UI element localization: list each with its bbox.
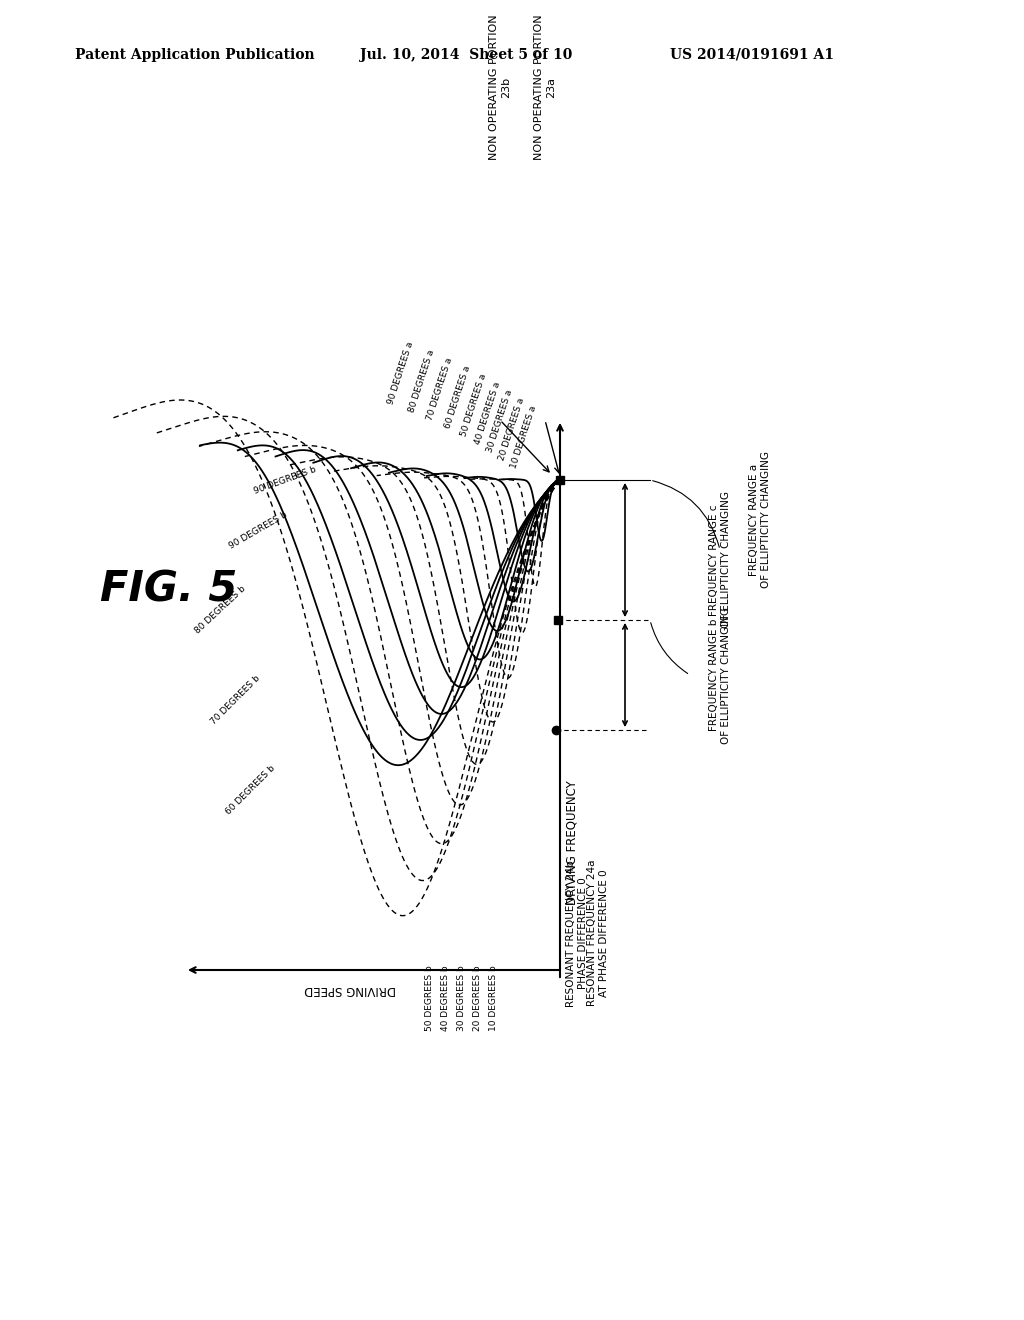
Text: 80 DEGREES a: 80 DEGREES a	[408, 348, 436, 414]
Text: 50 DEGREES a: 50 DEGREES a	[459, 374, 488, 438]
Text: 70 DEGREES a: 70 DEGREES a	[425, 356, 454, 422]
Text: 10 DEGREES b: 10 DEGREES b	[488, 965, 498, 1031]
Text: FREQUENCY RANGE c
OF ELLIPTICITY CHANGING: FREQUENCY RANGE c OF ELLIPTICITY CHANGIN…	[710, 491, 731, 628]
Text: 40 DEGREES b: 40 DEGREES b	[441, 965, 451, 1031]
Text: FREQUENCY RANGE a
OF ELLIPTICITY CHANGING: FREQUENCY RANGE a OF ELLIPTICITY CHANGIN…	[750, 451, 771, 589]
Text: 40 DEGREES a: 40 DEGREES a	[473, 381, 502, 446]
Text: 90 DEGREES a: 90 DEGREES a	[386, 341, 415, 407]
Text: Patent Application Publication: Patent Application Publication	[75, 48, 314, 62]
Text: 60 DEGREES b: 60 DEGREES b	[223, 763, 276, 817]
Text: 90 DEGREES b: 90 DEGREES b	[227, 510, 289, 550]
Text: US 2014/0191691 A1: US 2014/0191691 A1	[670, 48, 834, 62]
Text: 70 DEGREES b: 70 DEGREES b	[209, 673, 261, 726]
Text: 30 DEGREES a: 30 DEGREES a	[485, 389, 514, 454]
Text: RESONANT FREQUENCY 24a
AT PHASE DIFFERENCE 0: RESONANT FREQUENCY 24a AT PHASE DIFFEREN…	[587, 861, 609, 1006]
Text: DRIVING FREQUENCY: DRIVING FREQUENCY	[565, 780, 579, 904]
Text: FREQUENCY RANGE b
OF ELLIPTICITY CHANGING: FREQUENCY RANGE b OF ELLIPTICITY CHANGIN…	[710, 606, 731, 743]
Text: Jul. 10, 2014  Sheet 5 of 10: Jul. 10, 2014 Sheet 5 of 10	[360, 48, 572, 62]
Text: 90 DEGREES b: 90 DEGREES b	[253, 465, 317, 495]
Text: FIG. 5: FIG. 5	[100, 569, 238, 611]
Text: 30 DEGREES b: 30 DEGREES b	[458, 965, 467, 1031]
Text: DRIVING SPEED: DRIVING SPEED	[304, 983, 396, 997]
Text: 20 DEGREES a: 20 DEGREES a	[498, 397, 526, 462]
Text: 50 DEGREES b: 50 DEGREES b	[426, 965, 434, 1031]
Text: 60 DEGREES a: 60 DEGREES a	[443, 364, 472, 430]
Text: 10 DEGREES a: 10 DEGREES a	[509, 405, 538, 470]
Text: RESONANT FREQUENCY 24b
PHASE DIFFERENCE 0: RESONANT FREQUENCY 24b PHASE DIFFERENCE …	[566, 861, 588, 1007]
Text: NON OPERATING PORTION
23a: NON OPERATING PORTION 23a	[535, 15, 556, 160]
Text: 20 DEGREES b: 20 DEGREES b	[473, 965, 482, 1031]
Text: NON OPERATING PORTION
23b: NON OPERATING PORTION 23b	[489, 15, 511, 160]
Text: 80 DEGREES b: 80 DEGREES b	[193, 585, 247, 636]
